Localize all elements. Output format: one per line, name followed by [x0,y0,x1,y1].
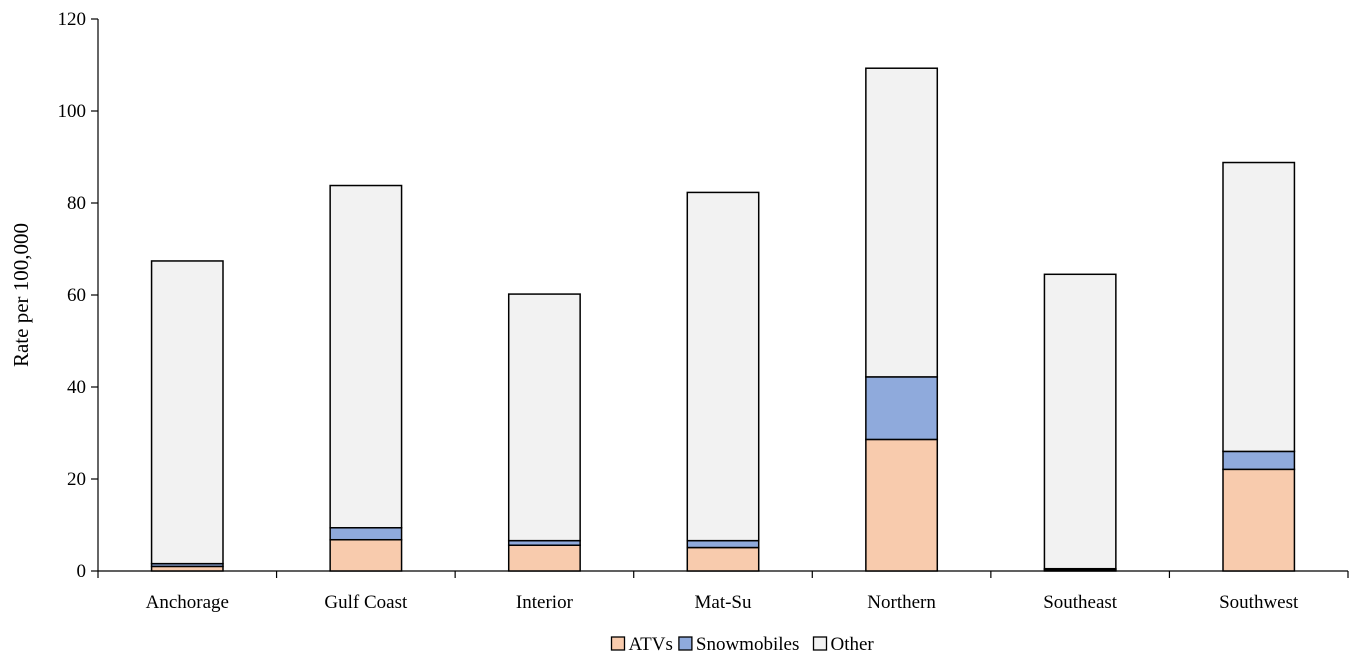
x-tick-label: Northern [867,592,936,613]
bar-segment [1222,450,1296,471]
bar-segment [686,191,760,542]
y-axis: 0 20 40 60 80 100 120 [58,9,99,582]
bar-segment [865,67,939,378]
y-tick-label: 0 [77,561,87,582]
legend: ATVs Snowmobiles Other [610,634,875,655]
x-tick-label: Southeast [1043,592,1118,613]
x-tick-label: Gulf Coast [324,592,408,613]
bar-segment [865,376,939,441]
x-tick-label: Interior [516,592,574,613]
bar-segment [329,527,403,541]
y-tick-label: 40 [67,377,86,398]
bar-segment [507,293,581,542]
bar-segment [150,260,224,565]
bar-segment [1222,468,1296,572]
y-tick-label: 100 [58,101,87,122]
legend-swatch [678,636,693,651]
x-tick-label: Anchorage [146,592,229,613]
y-tick-label: 20 [67,469,86,490]
bar-segment [686,539,760,549]
y-tick-label: 80 [67,193,86,214]
bar-segment [329,538,403,572]
y-tick-label: 60 [67,285,86,306]
bar-segment [686,546,760,572]
legend-label: Snowmobiles [696,634,799,655]
y-tick-label: 120 [58,9,87,30]
bar-segment [865,438,939,572]
legend-label: ATVs [629,634,673,655]
y-axis-title: Rate per 100,000 [9,223,33,367]
x-axis: Anchorage Gulf Coast Interior Mat-Su Norther… [97,570,1349,613]
x-tick-label: Southwest [1219,592,1299,613]
legend-swatch [812,636,828,651]
bars [150,67,1296,572]
bar-segment [329,184,403,529]
bar-segment [1043,273,1117,570]
bar-segment [507,544,581,572]
bar-segment [1222,161,1296,453]
legend-swatch [610,636,626,651]
x-tick-label: Mat-Su [695,592,753,613]
legend-label: Other [831,634,875,655]
